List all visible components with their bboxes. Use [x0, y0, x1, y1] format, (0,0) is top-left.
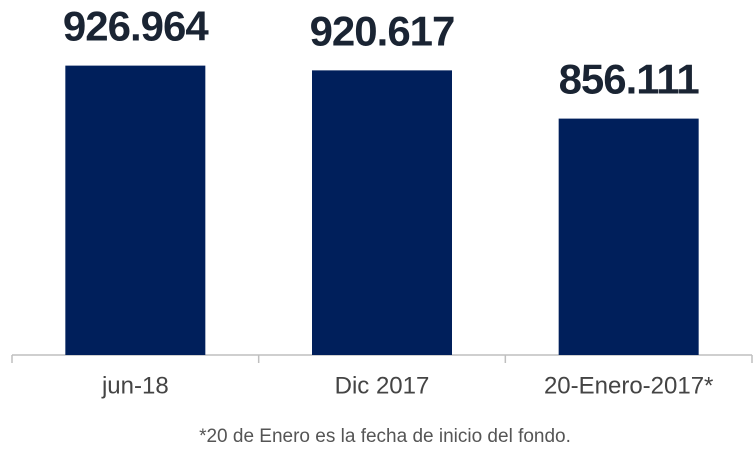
data-label: 856.111 — [559, 56, 700, 103]
data-label: 920.617 — [310, 7, 455, 54]
chart-note: *20 de Enero es la fecha de inicio del f… — [199, 426, 571, 447]
bar — [65, 65, 206, 355]
data-label: 926.964 — [63, 3, 209, 50]
x-tick-label: 20-Enero-2017* — [544, 372, 713, 399]
x-tick-label: jun-18 — [101, 372, 169, 399]
x-tick-label: Dic 2017 — [335, 372, 430, 399]
bar — [558, 118, 699, 356]
bar — [312, 70, 452, 355]
